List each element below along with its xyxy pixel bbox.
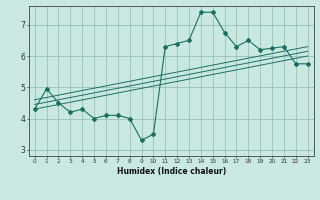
X-axis label: Humidex (Indice chaleur): Humidex (Indice chaleur) — [116, 167, 226, 176]
